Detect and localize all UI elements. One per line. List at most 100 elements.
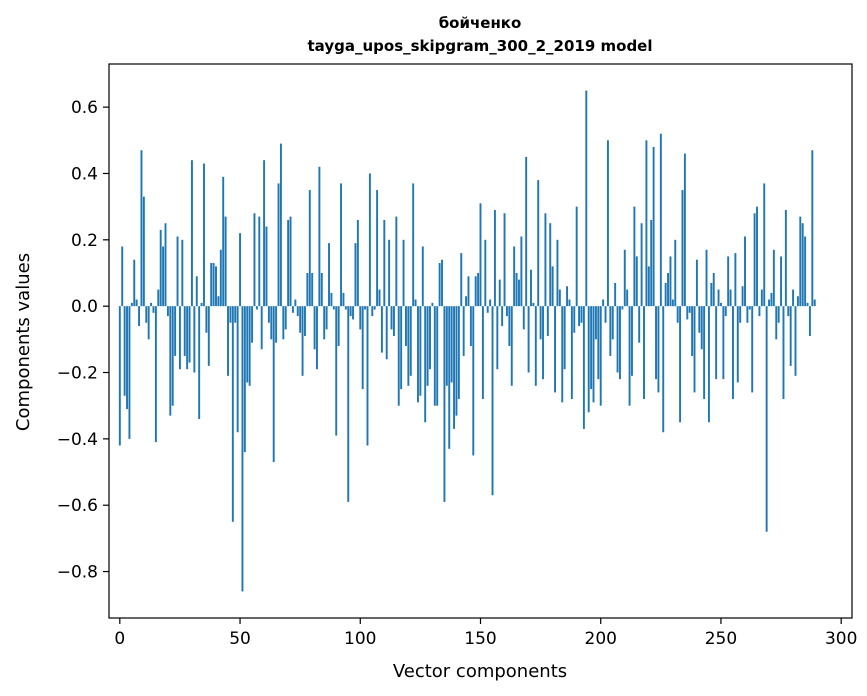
bar (753, 213, 756, 307)
bar (405, 306, 407, 346)
bar (794, 306, 797, 376)
bar (626, 289, 629, 307)
bar (275, 306, 278, 343)
bar (808, 306, 811, 337)
bar (570, 306, 573, 400)
bar (457, 306, 460, 400)
bar (198, 306, 201, 419)
bar (575, 206, 578, 307)
bar (304, 306, 306, 337)
y-axis: −0.8 −0.6 −0.4 −0.2 0.0 0.2 0.4 0.6 (57, 98, 109, 583)
bar (669, 256, 672, 307)
bar (222, 176, 225, 307)
bar (424, 306, 427, 423)
bar (573, 306, 576, 333)
bar (205, 306, 208, 333)
bar (186, 306, 189, 370)
bar (373, 306, 376, 310)
bar (385, 306, 388, 360)
bar (751, 306, 754, 393)
bar (154, 306, 157, 443)
bar (546, 306, 549, 337)
bar (215, 266, 217, 307)
bar (130, 302, 133, 307)
bar (736, 306, 739, 383)
bar (448, 306, 451, 449)
bar (455, 306, 458, 416)
bar (667, 272, 670, 307)
bar (441, 259, 443, 307)
bar (505, 306, 508, 317)
bar (486, 306, 489, 313)
bar (734, 253, 737, 307)
bar (760, 289, 763, 307)
bar (484, 239, 487, 307)
bar (493, 209, 496, 307)
bar (313, 306, 316, 350)
bar (390, 306, 393, 330)
bar (508, 306, 511, 346)
bar (741, 286, 744, 307)
bar (597, 306, 600, 380)
bar (159, 229, 162, 307)
bar (724, 306, 727, 317)
bar (301, 306, 304, 376)
bar (241, 306, 244, 592)
x-axis: 0 50 100 150 200 250 300 (114, 618, 857, 649)
bar (200, 302, 203, 307)
bar (287, 219, 290, 307)
bar (477, 272, 480, 307)
bar (219, 249, 222, 307)
bar (282, 306, 285, 340)
y-tick-label: −0.4 (57, 430, 98, 450)
bar (332, 306, 335, 310)
x-tick-label: 250 (705, 629, 737, 649)
bar (265, 226, 268, 307)
bar (498, 279, 501, 307)
bar (722, 306, 725, 380)
bar (578, 306, 581, 327)
bar (585, 90, 588, 307)
bar (171, 306, 174, 406)
bar (537, 180, 540, 307)
bar (635, 256, 638, 307)
bar (739, 306, 742, 323)
bar (544, 213, 547, 307)
bar (568, 299, 571, 307)
bar (123, 306, 126, 396)
bar (472, 306, 475, 456)
bar (580, 306, 583, 323)
bar (539, 306, 542, 340)
bar (683, 153, 686, 307)
bar (705, 249, 708, 307)
bar (445, 306, 448, 386)
bar (376, 190, 379, 307)
bar (551, 266, 554, 307)
bar (253, 213, 256, 307)
bar (676, 306, 679, 323)
bar (407, 306, 410, 386)
bar (260, 306, 263, 350)
bar (284, 306, 287, 330)
bar (686, 306, 689, 320)
bar (395, 216, 398, 307)
bar (195, 276, 198, 307)
bar (527, 306, 530, 373)
bar (594, 306, 597, 340)
bar (183, 306, 186, 356)
bar (354, 243, 357, 307)
bar (337, 306, 340, 346)
bar (784, 209, 787, 307)
x-tick-label: 100 (344, 629, 376, 649)
bar (453, 306, 456, 429)
bar (534, 306, 537, 386)
bar (267, 306, 270, 323)
bar (662, 306, 665, 433)
bar (465, 296, 468, 307)
x-tick-label: 200 (585, 629, 617, 649)
bar (217, 296, 220, 307)
bar (804, 236, 807, 307)
bar (316, 306, 318, 370)
bar (166, 306, 169, 317)
bar (698, 306, 701, 333)
